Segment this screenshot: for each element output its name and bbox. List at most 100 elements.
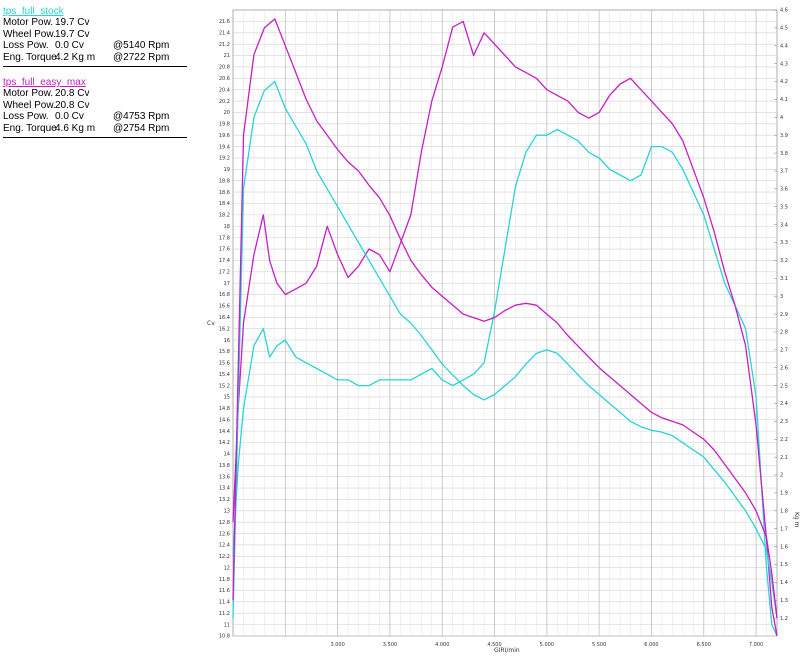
y-right-tick-label: 4.2 [780, 79, 788, 85]
y-right-tick-label: 1.7 [780, 526, 788, 532]
y-right-tick-label: 3.4 [780, 222, 788, 228]
y-left-tick-label: 17.6 [219, 247, 230, 253]
y-left-tick-label: 11.6 [219, 588, 230, 594]
y-left-tick-label: 21.2 [219, 42, 230, 48]
y-right-tick-label: 4.6 [780, 8, 788, 14]
y-right-tick-label: 1.5 [780, 562, 788, 568]
y-left-tick-label: 16.8 [219, 292, 230, 298]
y-right-tick-label: 2.4 [780, 401, 788, 407]
y-left-tick-label: 15 [224, 395, 230, 401]
y-right-tick-label: 2.2 [780, 437, 788, 443]
legend-divider [3, 137, 187, 138]
y-left-tick-label: 21.4 [219, 30, 230, 36]
series-line-power-tps_full_easy_max [232, 20, 778, 637]
legend-row-value: 0.0 Cv [55, 111, 84, 122]
y-right-tick-label: 1.6 [780, 544, 788, 550]
y-left-tick-label: 15.2 [219, 383, 230, 389]
y-right-tick-label: 2.5 [780, 383, 788, 389]
y-left-tick-label: 19.8 [219, 122, 230, 128]
y-left-tick-label: 11.8 [219, 577, 230, 583]
y-right-tick-label: 3.9 [780, 133, 788, 139]
x-tick-label: 6.000 [644, 642, 658, 648]
y-axis-left-label: Cv [207, 320, 215, 327]
x-tick-label: 3.000 [330, 642, 344, 648]
y-left-tick-label: 15.6 [219, 361, 230, 367]
y-left-tick-label: 14.6 [219, 417, 230, 423]
y-left-tick-label: 12.4 [219, 543, 230, 549]
legend-divider [3, 66, 187, 67]
y-left-tick-label: 18.6 [219, 190, 230, 196]
y-right-tick-label: 4.3 [780, 61, 788, 67]
y-right-tick-label: 4.1 [780, 97, 788, 103]
y-left-tick-label: 17.2 [219, 269, 230, 275]
y-left-tick-label: 12.8 [219, 520, 230, 526]
x-tick-label: 5.000 [540, 642, 554, 648]
y-left-tick-label: 13.8 [219, 463, 230, 469]
y-left-tick-label: 20.6 [219, 76, 230, 82]
y-left-tick-label: 19 [224, 167, 230, 173]
legend-row-label: Wheel Pow. [3, 99, 56, 111]
y-right-tick-label: 1.8 [780, 509, 788, 515]
legend-panel: tps_full_stock Motor Pow. 19.7 Cv Wheel P… [3, 6, 193, 148]
legend-row-label: Motor Pow. [3, 88, 54, 99]
legend-row-extra: @2722 Rpm [113, 51, 170, 63]
legend-series-stock: tps_full_stock Motor Pow. 19.7 Cv Wheel P… [3, 6, 193, 67]
y-right-tick-label: 4.4 [780, 43, 788, 49]
y-left-tick-label: 14.2 [219, 440, 230, 446]
y-left-tick-label: 20 [224, 110, 230, 116]
y-left-tick-label: 19.4 [219, 144, 230, 150]
y-right-tick-label: 3 [780, 294, 783, 300]
y-left-tick-label: 21.6 [219, 19, 230, 25]
legend-row: Motor Pow. 19.7 Cv [3, 17, 193, 29]
y-right-tick-label: 2.8 [780, 330, 788, 336]
y-right-tick-label: 3.6 [780, 187, 788, 193]
y-left-tick-label: 18 [224, 224, 230, 230]
series-line-torque-tps_full_easy_max [232, 18, 778, 619]
y-right-tick-label: 4.5 [780, 26, 788, 32]
chart-series [232, 18, 778, 637]
y-left-tick-label: 17.8 [219, 235, 230, 241]
y-left-tick-label: 18.4 [219, 201, 230, 207]
legend-row-label: Motor Pow. [3, 17, 54, 28]
y-left-tick-label: 11 [224, 622, 230, 628]
y-left-tick-label: 13.6 [219, 474, 230, 480]
y-left-tick-label: 20.4 [219, 87, 230, 93]
y-left-tick-label: 18.8 [219, 178, 230, 184]
y-left-tick-label: 14 [224, 452, 230, 458]
y-right-tick-label: 4 [780, 115, 783, 121]
y-right-tick-label: 1.9 [780, 491, 788, 497]
legend-row: Loss Pow. 0.0 Cv @5140 Rpm [3, 40, 193, 52]
y-right-tick-label: 3.2 [780, 258, 788, 264]
legend-row-label: Loss Pow. [3, 111, 49, 122]
y-right-tick-label: 1.2 [780, 616, 788, 622]
y-left-tick-label: 17 [224, 281, 230, 287]
y-left-tick-label: 11.2 [219, 611, 230, 617]
legend-row-extra: @4753 Rpm [113, 111, 170, 122]
legend-row-label: Eng. Torque [3, 122, 57, 134]
legend-row-value: 19.7 Cv [55, 17, 90, 28]
y-left-tick-label: 16 [224, 338, 230, 344]
y-right-tick-label: 2.7 [780, 348, 788, 354]
y-left-tick-label: 12 [224, 565, 230, 571]
y-left-tick-label: 13.4 [219, 486, 230, 492]
y-left-tick-label: 11.4 [219, 600, 230, 606]
y-right-tick-label: 1.4 [780, 580, 788, 586]
x-tick-label: 7.000 [749, 642, 763, 648]
y-left-tick-label: 17.4 [219, 258, 230, 264]
x-tick-label: 5.500 [592, 642, 606, 648]
legend-series-easy-max: tps_full_easy_max Motor Pow. 20.8 Cv Whee… [3, 77, 193, 138]
legend-row-value: 4.6 Kg m [55, 122, 96, 134]
y-left-tick-label: 16.2 [219, 326, 230, 332]
x-tick-label: 3.500 [383, 642, 397, 648]
legend-row-value: 0.0 Cv [55, 40, 84, 51]
y-left-tick-label: 20.2 [219, 99, 230, 105]
legend-row-label: Loss Pow. [3, 40, 49, 51]
legend-row-value: 4.2 Kg m [55, 51, 96, 63]
y-axis-right-label: Kg m [793, 512, 800, 528]
legend-row: Motor Pow. 20.8 Cv [3, 88, 193, 100]
legend-series-name: tps_full_stock [3, 6, 64, 17]
y-left-tick-label: 19.6 [219, 133, 230, 139]
y-left-tick-label: 21 [224, 53, 230, 59]
y-left-tick-label: 15.8 [219, 349, 230, 355]
